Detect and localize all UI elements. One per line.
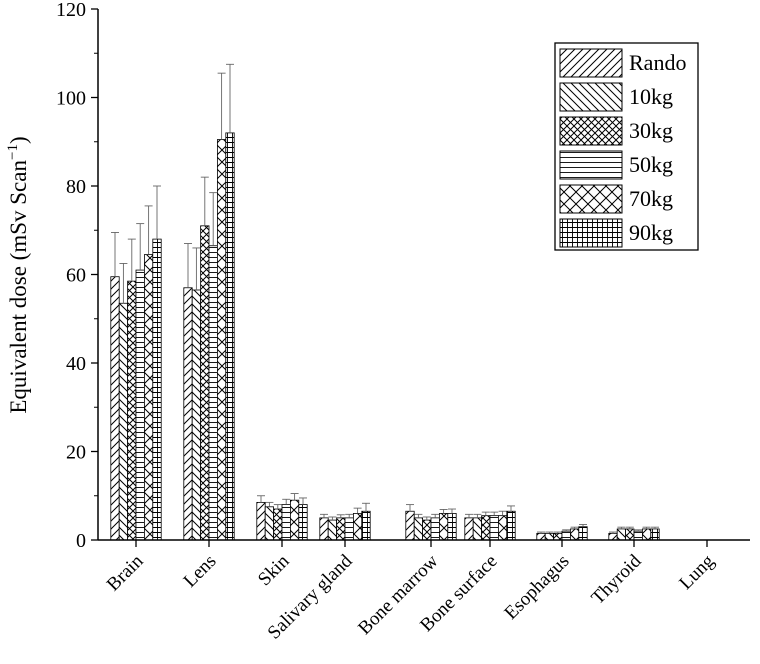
y-tick-label-100: 100 bbox=[56, 88, 86, 110]
bar-50kg-skin bbox=[281, 504, 291, 541]
bar-90kg-lens bbox=[225, 132, 235, 541]
bar-Rando-esophagus bbox=[536, 532, 546, 541]
y-tick-label-20: 20 bbox=[66, 442, 86, 464]
bar-10kg-bone-marrow bbox=[413, 517, 424, 541]
x-tick-label-skin: Skin bbox=[254, 550, 294, 590]
bar-30kg-bone-marrow bbox=[422, 519, 432, 541]
bar-90kg-skin bbox=[298, 504, 308, 541]
bar-30kg-esophagus bbox=[553, 532, 563, 541]
bar-90kg-bone-marrow bbox=[447, 513, 457, 541]
x-tick-label-brain: Brain bbox=[103, 550, 148, 595]
legend-swatch-70kg bbox=[559, 184, 623, 214]
bar-30kg-bone-surface bbox=[481, 515, 491, 541]
legend-label-10kg: 10kg bbox=[629, 84, 673, 109]
legend-swatch-90kg bbox=[559, 218, 623, 248]
legend-swatch-30kg bbox=[559, 116, 623, 146]
bar-10kg-esophagus bbox=[544, 532, 555, 541]
bar-50kg-lens bbox=[208, 245, 218, 541]
legend-label-30kg: 30kg bbox=[629, 118, 673, 143]
x-tick-label-esophagus: Esophagus bbox=[500, 551, 573, 624]
y-tick-label-0: 0 bbox=[76, 530, 86, 552]
bar-Rando-bone-marrow bbox=[405, 510, 415, 541]
bar-50kg-salivary-gland bbox=[344, 517, 354, 541]
bar-70kg-bone-surface bbox=[497, 515, 508, 541]
bar-10kg-skin bbox=[264, 506, 275, 541]
y-tick-label-40: 40 bbox=[66, 353, 86, 375]
bar-50kg-brain bbox=[135, 269, 145, 541]
bar-90kg-thyroid bbox=[650, 528, 660, 541]
x-tick-label-thyroid: Thyroid bbox=[587, 550, 645, 608]
bar-70kg-bone-marrow bbox=[438, 513, 449, 541]
bar-Rando-salivary-gland bbox=[319, 517, 329, 541]
legend-label-50kg: 50kg bbox=[629, 152, 673, 177]
bar-30kg-salivary-gland bbox=[336, 517, 346, 541]
legend-swatch-50kg bbox=[559, 150, 623, 180]
legend-swatch-10kg bbox=[559, 82, 623, 112]
bar-50kg-bone-marrow bbox=[430, 517, 440, 541]
bar-10kg-thyroid bbox=[616, 528, 627, 541]
bar-90kg-esophagus bbox=[578, 526, 588, 541]
bar-Rando-lens bbox=[183, 287, 193, 541]
bar-10kg-lens bbox=[191, 289, 201, 541]
bar-50kg-thyroid bbox=[633, 530, 643, 541]
legend-swatch-Rando bbox=[559, 48, 623, 78]
bar-10kg-salivary-gland bbox=[327, 519, 338, 541]
bar-30kg-lens bbox=[200, 225, 210, 541]
bar-70kg-skin bbox=[289, 499, 300, 541]
bar-70kg-esophagus bbox=[570, 528, 580, 541]
bar-Rando-brain bbox=[110, 276, 120, 541]
bar-30kg-skin bbox=[273, 508, 283, 541]
y-tick-label-80: 80 bbox=[66, 176, 86, 198]
y-tick-label-60: 60 bbox=[66, 265, 86, 287]
bar-30kg-brain bbox=[127, 280, 137, 541]
bar-30kg-thyroid bbox=[625, 528, 635, 541]
legend-label-Rando: Rando bbox=[629, 50, 686, 75]
bar-70kg-lens bbox=[216, 139, 227, 541]
bar-70kg-brain bbox=[143, 254, 154, 541]
bar-90kg-brain bbox=[152, 238, 162, 541]
bar-Rando-skin bbox=[256, 501, 266, 541]
bar-50kg-bone-surface bbox=[489, 515, 499, 541]
bar-Rando-bone-surface bbox=[464, 517, 474, 541]
bar-10kg-brain bbox=[118, 302, 128, 541]
bar-10kg-bone-surface bbox=[472, 517, 483, 541]
bar-50kg-esophagus bbox=[561, 530, 571, 541]
x-tick-label-lens: Lens bbox=[180, 551, 221, 592]
bar-70kg-thyroid bbox=[642, 528, 652, 541]
legend-label-70kg: 70kg bbox=[629, 186, 673, 211]
bar-90kg-salivary-gland bbox=[361, 510, 371, 541]
bar-Rando-thyroid bbox=[608, 532, 618, 541]
x-tick-label-lung: Lung bbox=[675, 550, 719, 594]
legend-label-90kg: 90kg bbox=[629, 220, 673, 245]
y-axis-title: Equivalent dose (mSv Scan−1) bbox=[5, 136, 31, 413]
bar-70kg-salivary-gland bbox=[352, 513, 363, 541]
y-tick-label-120: 120 bbox=[56, 0, 86, 21]
bar-90kg-bone-surface bbox=[506, 510, 516, 541]
